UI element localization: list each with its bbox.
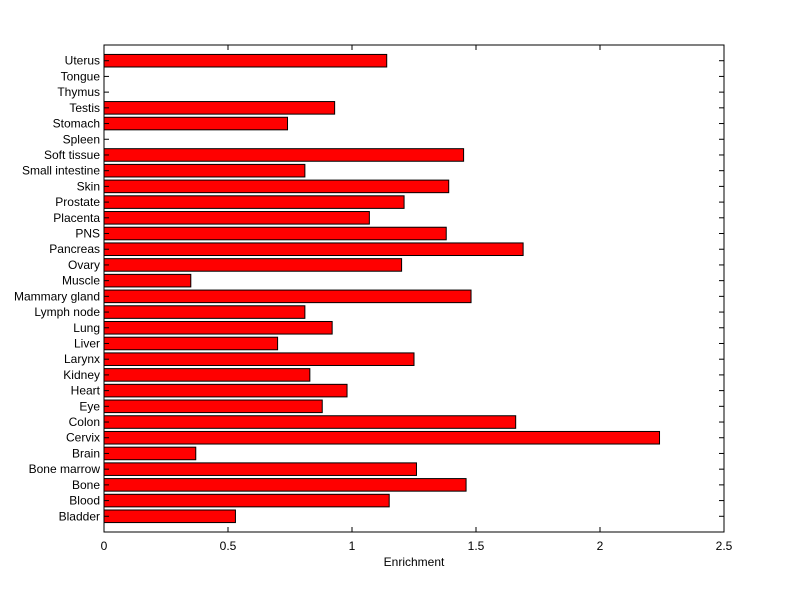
bar-heart: [103, 383, 348, 398]
y-tick-label: Kidney: [63, 368, 100, 382]
y-tick-label: Thymus: [57, 85, 100, 99]
y-tick-label: Skin: [77, 179, 100, 193]
bar-prostate: [103, 195, 405, 209]
y-tick-label: Placenta: [53, 211, 100, 225]
bar-lymph-node: [103, 305, 306, 319]
y-tick-label: Soft tissue: [44, 148, 100, 162]
y-tick-label: Lung: [73, 321, 100, 335]
bar-bone-marrow: [103, 462, 417, 476]
x-tick-label: 1.5: [468, 539, 485, 553]
bar-testis: [103, 101, 336, 115]
y-tick-label: Eye: [79, 399, 100, 413]
bar-pns: [103, 226, 447, 241]
y-tick-label: Testis: [69, 101, 100, 115]
axes-box: [103, 44, 725, 533]
bar-mammary-gland: [103, 289, 472, 304]
bar-uterus: [103, 53, 388, 68]
bar-placenta: [103, 211, 370, 225]
y-tick-label: Stomach: [53, 117, 100, 131]
y-tick-label: Lymph node: [34, 305, 100, 319]
y-tick-label: Larynx: [64, 352, 100, 366]
bar-bladder: [103, 509, 236, 524]
y-tick-label: Bone marrow: [29, 462, 101, 476]
y-tick-label: Spleen: [63, 132, 100, 146]
y-tick-label: Tongue: [61, 69, 101, 83]
y-tick-label: Prostate: [55, 195, 100, 209]
x-tick-label: 0.5: [220, 539, 237, 553]
y-tick-label: Uterus: [65, 54, 100, 68]
x-tick-label: 0: [101, 539, 108, 553]
y-tick-label: Liver: [74, 336, 100, 350]
bar-colon: [103, 415, 517, 429]
bar-larynx: [103, 352, 415, 366]
bar-skin: [103, 179, 450, 194]
x-tick-label: 2.5: [716, 539, 733, 553]
bar-soft-tissue: [103, 148, 465, 162]
y-tick-label: Bone: [72, 478, 100, 492]
y-tick-label: Colon: [69, 415, 100, 429]
bar-small-intestine: [103, 163, 306, 178]
y-tick-label: Heart: [71, 384, 101, 398]
y-tick-label: Ovary: [68, 258, 100, 272]
y-tick-label: Muscle: [62, 274, 100, 288]
bar-muscle: [103, 273, 192, 288]
bar-blood: [103, 493, 390, 508]
y-tick-label: Blood: [69, 494, 100, 508]
bar-stomach: [103, 116, 289, 131]
y-tick-label: Mammary gland: [14, 289, 100, 303]
bar-kidney: [103, 368, 311, 382]
y-tick-label: Small intestine: [22, 164, 100, 178]
x-axis-label: Enrichment: [384, 555, 445, 569]
bar-cervix: [103, 430, 661, 445]
x-tick-label: 1: [349, 539, 356, 553]
bar-pancreas: [103, 242, 524, 257]
y-tick-label: Cervix: [66, 431, 100, 445]
x-tick-label: 2: [597, 539, 604, 553]
y-tick-label: Brain: [72, 446, 100, 460]
bar-brain: [103, 446, 197, 461]
y-tick-label: PNS: [75, 227, 100, 241]
bar-eye: [103, 399, 323, 414]
bar-liver: [103, 336, 279, 351]
y-tick-label: Pancreas: [49, 242, 100, 256]
bar-ovary: [103, 258, 403, 272]
bar-bone: [103, 478, 467, 492]
y-tick-label: Bladder: [59, 509, 100, 523]
bar-lung: [103, 320, 333, 335]
